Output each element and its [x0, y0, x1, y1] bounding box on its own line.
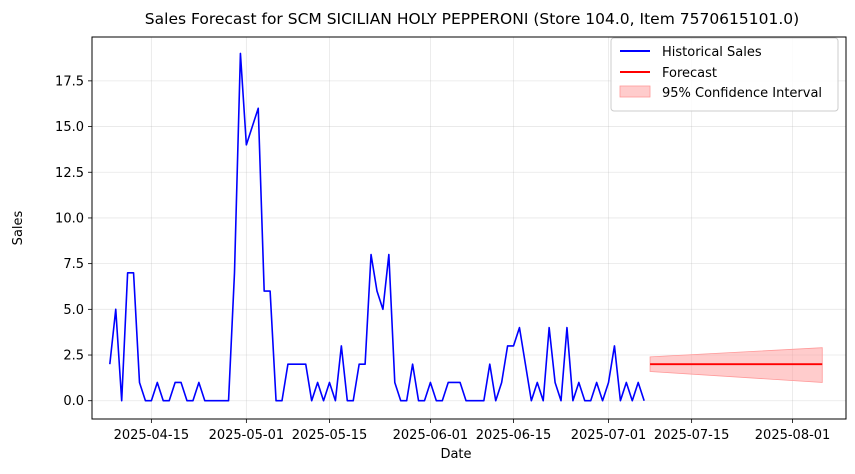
x-tick-label: 2025-05-01 — [209, 428, 285, 443]
y-axis-label: Sales — [11, 210, 26, 245]
x-axis-label: Date — [440, 447, 471, 462]
y-tick-label: 5.0 — [63, 303, 84, 318]
x-tick-label: 2025-06-15 — [476, 428, 552, 443]
y-tick-label: 2.5 — [63, 349, 84, 364]
x-tick-label: 2025-05-15 — [292, 428, 368, 443]
legend: Historical Sales Forecast 95% Confidence… — [610, 37, 839, 112]
legend-label-confidence-interval: 95% Confidence Interval — [662, 86, 822, 101]
chart-title: Sales Forecast for SCM SICILIAN HOLY PEP… — [145, 10, 799, 28]
legend-label-historical: Historical Sales — [662, 45, 762, 60]
x-tick-label: 2025-07-15 — [654, 428, 730, 443]
confidence-interval-area — [649, 347, 823, 383]
plot-frame — [91, 36, 847, 420]
series-lines — [109, 52, 823, 402]
confidence-interval-band — [649, 347, 823, 383]
legend-swatch-confidence-interval — [619, 85, 651, 98]
y-axis-ticks: 0.0 2.5 5.0 7.5 10.0 12.5 15.0 17.5 — [55, 74, 92, 409]
x-tick-label: 2025-08-01 — [755, 428, 831, 443]
legend-box — [610, 37, 839, 112]
x-axis-ticks: 2025-04-15 2025-05-01 2025-05-15 2025-06-01… — [114, 419, 831, 443]
y-tick-label: 7.5 — [63, 257, 84, 272]
x-tick-label: 2025-06-01 — [393, 428, 469, 443]
y-tick-label: 12.5 — [55, 166, 84, 181]
y-tick-label: 15.0 — [55, 120, 84, 135]
x-tick-label: 2025-07-01 — [571, 428, 647, 443]
legend-label-forecast: Forecast — [662, 66, 717, 81]
historical-sales-line — [109, 52, 645, 402]
y-tick-label: 17.5 — [55, 74, 84, 89]
y-tick-label: 10.0 — [55, 211, 84, 226]
y-tick-label: 0.0 — [63, 394, 84, 409]
x-tick-label: 2025-04-15 — [114, 428, 190, 443]
